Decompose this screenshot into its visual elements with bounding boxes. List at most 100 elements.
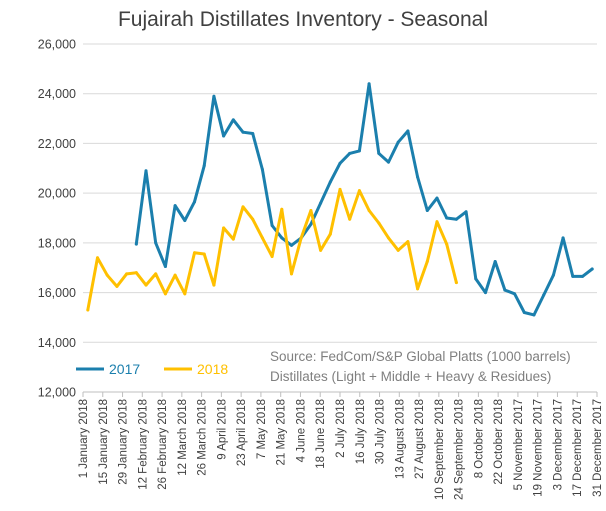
series-2018-point [241, 205, 245, 209]
series-2018-point [290, 272, 294, 276]
series-2017-point [425, 209, 429, 213]
series-2018-point [105, 273, 109, 277]
series-2017-point [270, 223, 274, 227]
series-2017-point [241, 130, 245, 134]
series-2018-point [260, 236, 264, 240]
x-tick-label: 26 February 2018 [157, 399, 169, 490]
series-2017-point [338, 161, 342, 165]
series-2018-point [319, 248, 323, 252]
x-tick-label: 30 July 2018 [375, 399, 387, 464]
x-tick-label: 5 November 2017 [513, 399, 525, 490]
source-annotation: Distillates (Light + Middle + Heavy & Re… [270, 369, 551, 384]
series-2018-point [280, 207, 284, 211]
series-2017-point [348, 151, 352, 155]
series-2018-point [299, 236, 303, 240]
x-tick-label: 8 October 2018 [473, 399, 485, 478]
series-2018-point [445, 242, 449, 246]
series-2017-point [222, 134, 226, 138]
series-2018-point [406, 240, 410, 244]
x-tick-label: 24 September 2018 [454, 399, 466, 500]
series-2017-point [551, 273, 555, 277]
series-2018-point [86, 308, 90, 312]
y-tick-label: 16,000 [38, 286, 76, 300]
chart-title: Fujairah Distillates Inventory - Seasona… [117, 8, 488, 31]
series-2018-point [202, 252, 206, 256]
x-tick-label: 22 October 2018 [493, 399, 505, 485]
series-2018-point [377, 221, 381, 225]
x-tick-label: 13 August 2018 [394, 399, 406, 479]
x-tick-label: 1 January 2018 [78, 399, 90, 478]
series-2017-point [464, 210, 468, 214]
series-2018-point [435, 220, 439, 224]
series-2018-point [193, 251, 197, 255]
series-2017-point [532, 313, 536, 317]
series-2018-point [173, 273, 177, 277]
series-2017-point [193, 200, 197, 204]
x-tick-label: 23 April 2018 [236, 399, 248, 466]
x-tick-label: 3 December 2017 [552, 399, 564, 490]
series-2017-point [513, 292, 517, 296]
x-tick-label: 2 July 2018 [335, 399, 347, 458]
y-tick-label: 24,000 [38, 87, 76, 101]
series-2017-point [290, 243, 294, 247]
series-2017-point [319, 201, 323, 205]
y-tick-label: 22,000 [38, 137, 76, 151]
series-2017-point [386, 160, 390, 164]
series-2017-point [483, 291, 487, 295]
y-tick-label: 12,000 [38, 386, 76, 400]
series-2017-point [144, 169, 148, 173]
series-2017-point [173, 204, 177, 208]
x-tick-label: 19 November 2017 [533, 399, 545, 497]
series-2018-point [222, 226, 226, 230]
series-2017-point [328, 180, 332, 184]
series-2017-point [571, 274, 575, 278]
series-2017-point [377, 151, 381, 155]
source-annotation: Source: FedCom/S&P Global Platts (1000 b… [270, 349, 571, 364]
series-2018-point [367, 209, 371, 213]
x-tick-label: 26 March 2018 [197, 399, 209, 476]
series-2017-point [454, 217, 458, 221]
x-tick-label: 18 June 2018 [315, 399, 327, 469]
series-2017-point [435, 196, 439, 200]
series-2017-point [251, 131, 255, 135]
x-tick-label: 12 March 2018 [177, 399, 189, 476]
x-tick-label: 4 June 2018 [295, 399, 307, 462]
series-2018-point [163, 292, 167, 296]
series-2018-point [134, 271, 138, 275]
x-tick-label: 12 February 2018 [137, 399, 149, 490]
series-2017-point [309, 222, 313, 226]
x-tick-label: 10 September 2018 [434, 399, 446, 500]
x-tick-label: 21 May 2018 [276, 399, 288, 466]
series-2018-point [251, 217, 255, 221]
series-2017-point [542, 293, 546, 297]
series-2018-point [154, 272, 158, 276]
series-2018-point [357, 189, 361, 193]
series-2018-point [454, 281, 458, 285]
x-tick-label: 9 April 2018 [216, 399, 228, 460]
y-tick-label: 18,000 [38, 236, 76, 250]
series-2017-point [445, 216, 449, 220]
x-tick-label: 31 December 2017 [592, 399, 604, 497]
series-2018-point [386, 236, 390, 240]
series-2018-point [396, 248, 400, 252]
series-2017-point [503, 288, 507, 292]
series-2017-point [396, 140, 400, 144]
series-2017-point [163, 264, 167, 268]
x-tick-label: 7 May 2018 [256, 399, 268, 459]
series-2017-point [406, 129, 410, 133]
series-2018-point [348, 217, 352, 221]
x-tick-label: 16 July 2018 [355, 399, 367, 464]
series-2017-point [493, 260, 497, 263]
series-2018-line [86, 187, 458, 312]
series-2017-point [590, 267, 594, 271]
series-2018-point [183, 292, 187, 296]
legend-label-2018: 2018 [197, 361, 228, 377]
series-2018-point [416, 287, 420, 291]
x-tick-label: 27 August 2018 [414, 399, 426, 479]
series-2017-point [522, 310, 526, 314]
series-2018-point [231, 237, 235, 241]
series-2018-point [425, 260, 429, 263]
series-2017-point [154, 241, 158, 245]
